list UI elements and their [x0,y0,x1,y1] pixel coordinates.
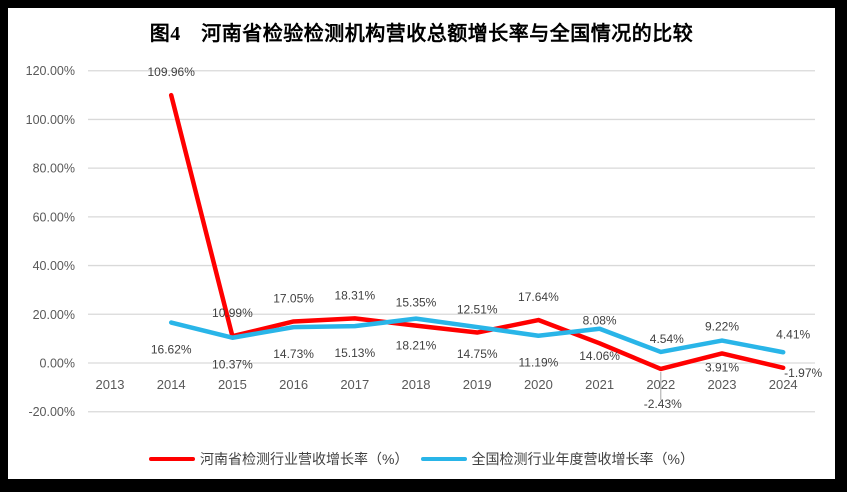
x-tick-label: 2019 [463,377,492,392]
data-label: 14.73% [273,347,314,361]
legend-item-national: 全国检测行业年度营收增长率（%） [420,449,694,469]
data-label: 4.41% [776,327,810,341]
x-tick-label: 2015 [218,377,247,392]
y-tick-label: 0.00% [40,357,75,371]
data-label: 14.75% [457,347,498,361]
series-line-0 [168,92,786,372]
data-label: 11.19% [518,356,558,370]
data-label: 18.21% [396,339,437,353]
data-label: 15.35% [396,296,437,310]
x-tick-label: 2022 [646,377,675,392]
x-tick-label: 2020 [524,377,553,392]
data-label: 8.08% [583,313,617,327]
data-label: 10.99% [212,306,253,320]
x-tick-label: 2013 [96,377,125,392]
data-label: 17.05% [273,291,314,305]
legend-label-henan: 河南省检测行业营收增长率（%） [200,451,409,467]
y-tick-label: 60.00% [33,210,75,224]
data-label: 12.51% [457,303,498,317]
data-label: 15.13% [334,346,375,360]
chart-frame: 图4 河南省检验检测机构营收总额增长率与全国情况的比较 -20.00% 0.00%… [8,8,835,479]
data-label: 3.91% [705,360,739,374]
y-tick-label: 120.00% [26,64,75,78]
legend-item-henan: 河南省检测行业营收增长率（%） [149,449,409,469]
legend-label-national: 全国检测行业年度营收增长率（%） [471,451,694,467]
data-label: 4.54% [650,332,684,346]
y-tick-label: 20.00% [33,308,75,322]
x-tick-label: 2017 [340,377,369,392]
legend-line-swatch-red [149,456,196,462]
x-tick-label: 2014 [157,377,186,392]
data-label: 16.62% [151,343,192,357]
data-label: 17.64% [518,290,559,304]
y-tick-label: -20.00% [28,405,75,419]
x-tick-label: 2024 [769,377,798,392]
y-tick-label: 40.00% [33,259,75,273]
legend-line-swatch-blue [420,456,467,462]
data-label: -1.97% [784,366,822,380]
x-tick-label: 2021 [585,377,614,392]
plot-svg: -20.00% 0.00% 20.00% 40.00% 60.00% 80.00% 100.… [26,64,823,419]
data-label: 109.96% [148,65,196,79]
data-label: -2.43% [644,397,682,411]
y-tick-label: 100.00% [26,113,75,127]
data-label: 14.06% [579,349,620,363]
x-tick-label: 2023 [708,377,737,392]
data-label: 18.31% [334,288,375,302]
x-tick-label: 2018 [402,377,431,392]
chart-title: 图4 河南省检验检测机构营收总额增长率与全国情况的比较 [149,23,694,45]
x-tick-label: 2016 [279,377,308,392]
legend: 河南省检测行业营收增长率（%） 全国检测行业年度营收增长率（%） [8,449,835,469]
data-label: 9.22% [705,320,739,334]
series-line-1 [168,316,786,355]
y-tick-label: 80.00% [33,162,75,176]
data-label: 10.37% [212,358,253,372]
